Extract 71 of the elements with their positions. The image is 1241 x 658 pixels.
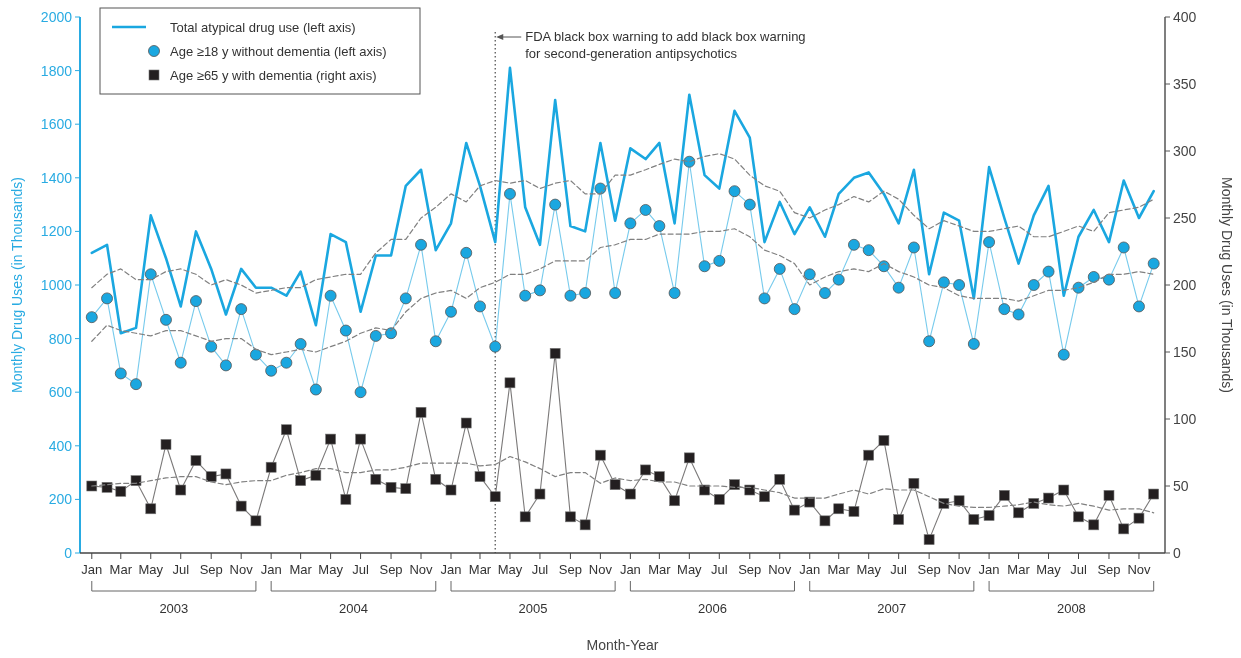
text: 2007 [877,601,907,616]
x-tick-label: Jan [619,562,641,577]
y-tick-label: 1400 [40,169,73,186]
y2-tick-label: 50 [1173,478,1189,494]
x-tick-label: May [138,562,164,577]
y-tick-label: 1800 [40,62,73,79]
y2-tick-label: 100 [1173,411,1197,427]
x-tick-label: Jan [440,562,462,577]
y2-tick-label: 300 [1173,143,1197,159]
x-tick-label: Jan [260,562,282,577]
x-tick-label: May [1036,562,1062,577]
x-tick-label: Mar [827,562,851,577]
legend-label: Total atypical drug use (left axis) [170,20,356,35]
x-tick-label: Mar [109,562,133,577]
y-tick-label: 1000 [40,277,73,293]
y2-tick-label: 200 [1173,277,1197,293]
x-tick-label: Jan [978,562,1000,577]
x-tick-label: Nov [768,562,792,577]
y2-tick-label: 250 [1173,210,1197,226]
x-tick-label: Nov [409,562,434,577]
x-tick-label: Mar [1007,562,1031,577]
y-tick-label: 2000 [40,9,73,25]
x-tick-label: Sep [199,562,223,577]
x-tick-label: Mar [648,562,672,577]
x-tick-label: Sep [738,562,762,577]
x-tick-label: Sep [917,562,941,577]
x-tick-label: May [677,562,703,577]
x-tick-label: Jan [799,562,821,577]
x-tick-label: Sep [379,562,403,577]
y2-tick-label: 150 [1173,344,1197,360]
y-tick-label: 400 [48,437,73,454]
y-axis-title: Monthly Drug Uses (in Thousands) [9,176,25,394]
x-tick-label: Jul [710,562,728,577]
x-tick-label: May [856,562,882,577]
y-tick-label: 600 [48,384,73,401]
legend-label: Age ≥65 y with dementia (right axis) [170,68,377,83]
x-axis-title: Month-Year [586,637,659,653]
x-tick-label: Jan [81,562,103,577]
x-tick-label: May [497,562,523,577]
x-tick-label: Jul [1070,562,1087,577]
text: 2004 [339,601,368,616]
line-series [90,66,1155,335]
text: 2006 [697,601,727,616]
line-series [91,153,1155,294]
x-tick-label: Sep [1097,562,1121,577]
y2-axis-title: Monthly Drug Uses (in Thousands) [1219,176,1235,394]
y2-tick-label: 0 [1173,545,1181,561]
text: 2005 [518,601,548,616]
text: 2003 [159,601,189,616]
x-tick-label: Jul [352,562,369,577]
x-tick-label: Nov [947,562,972,577]
y2-tick-label: 350 [1173,76,1197,92]
x-tick-label: Jul [531,562,549,577]
y-tick-label: 200 [48,491,73,508]
x-tick-label: Nov [229,562,254,577]
x-tick-label: Nov [588,562,613,577]
x-tick-label: Mar [289,562,313,577]
y-tick-label: 0 [64,545,73,561]
x-tick-label: Jul [172,562,190,577]
ref-line-label: FDA black box warning to add black box warning for second-generation antipsychotics [525,29,806,61]
x-tick-label: Nov [1127,562,1152,577]
x-tick-label: Mar [468,562,492,577]
x-tick-label: Sep [558,562,582,577]
y-tick-label: 1200 [40,223,73,240]
x-tick-label: May [318,562,344,577]
y-tick-label: 1600 [40,116,73,133]
y-tick-label: 800 [48,330,73,347]
x-tick-label: Jul [890,562,908,577]
text: 2008 [1056,601,1086,616]
y2-tick-label: 400 [1173,9,1197,25]
legend-label: Age ≥18 y without dementia (left axis) [170,44,387,59]
